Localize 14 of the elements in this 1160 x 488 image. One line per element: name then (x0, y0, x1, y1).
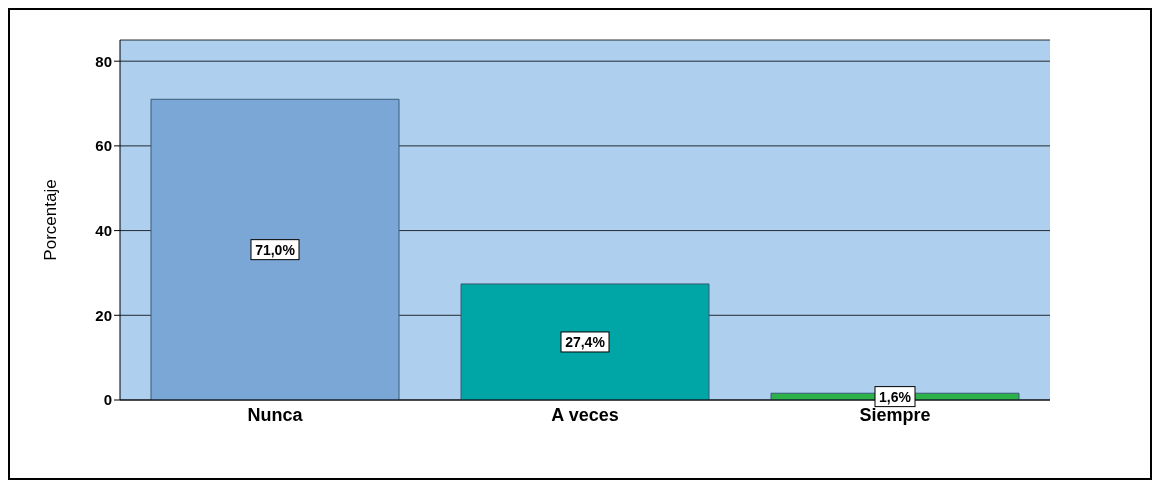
x-tick-label: Siempre (859, 404, 931, 425)
data-label: 1,6% (879, 388, 912, 405)
bar (460, 283, 710, 400)
y-tick-label: 60 (95, 137, 112, 155)
y-tick-label: 20 (95, 306, 112, 324)
y-tick-label: 0 (103, 391, 112, 409)
y-tick-label: 80 (95, 52, 112, 70)
y-tick-label: 40 (95, 221, 112, 239)
bar (150, 98, 400, 400)
y-axis-title: Porcentaje (41, 179, 61, 261)
x-tick-label: Nunca (247, 404, 304, 425)
data-label: 27,4% (565, 333, 606, 350)
data-label: 71,0% (255, 241, 296, 258)
x-tick-label: A veces (551, 404, 619, 425)
